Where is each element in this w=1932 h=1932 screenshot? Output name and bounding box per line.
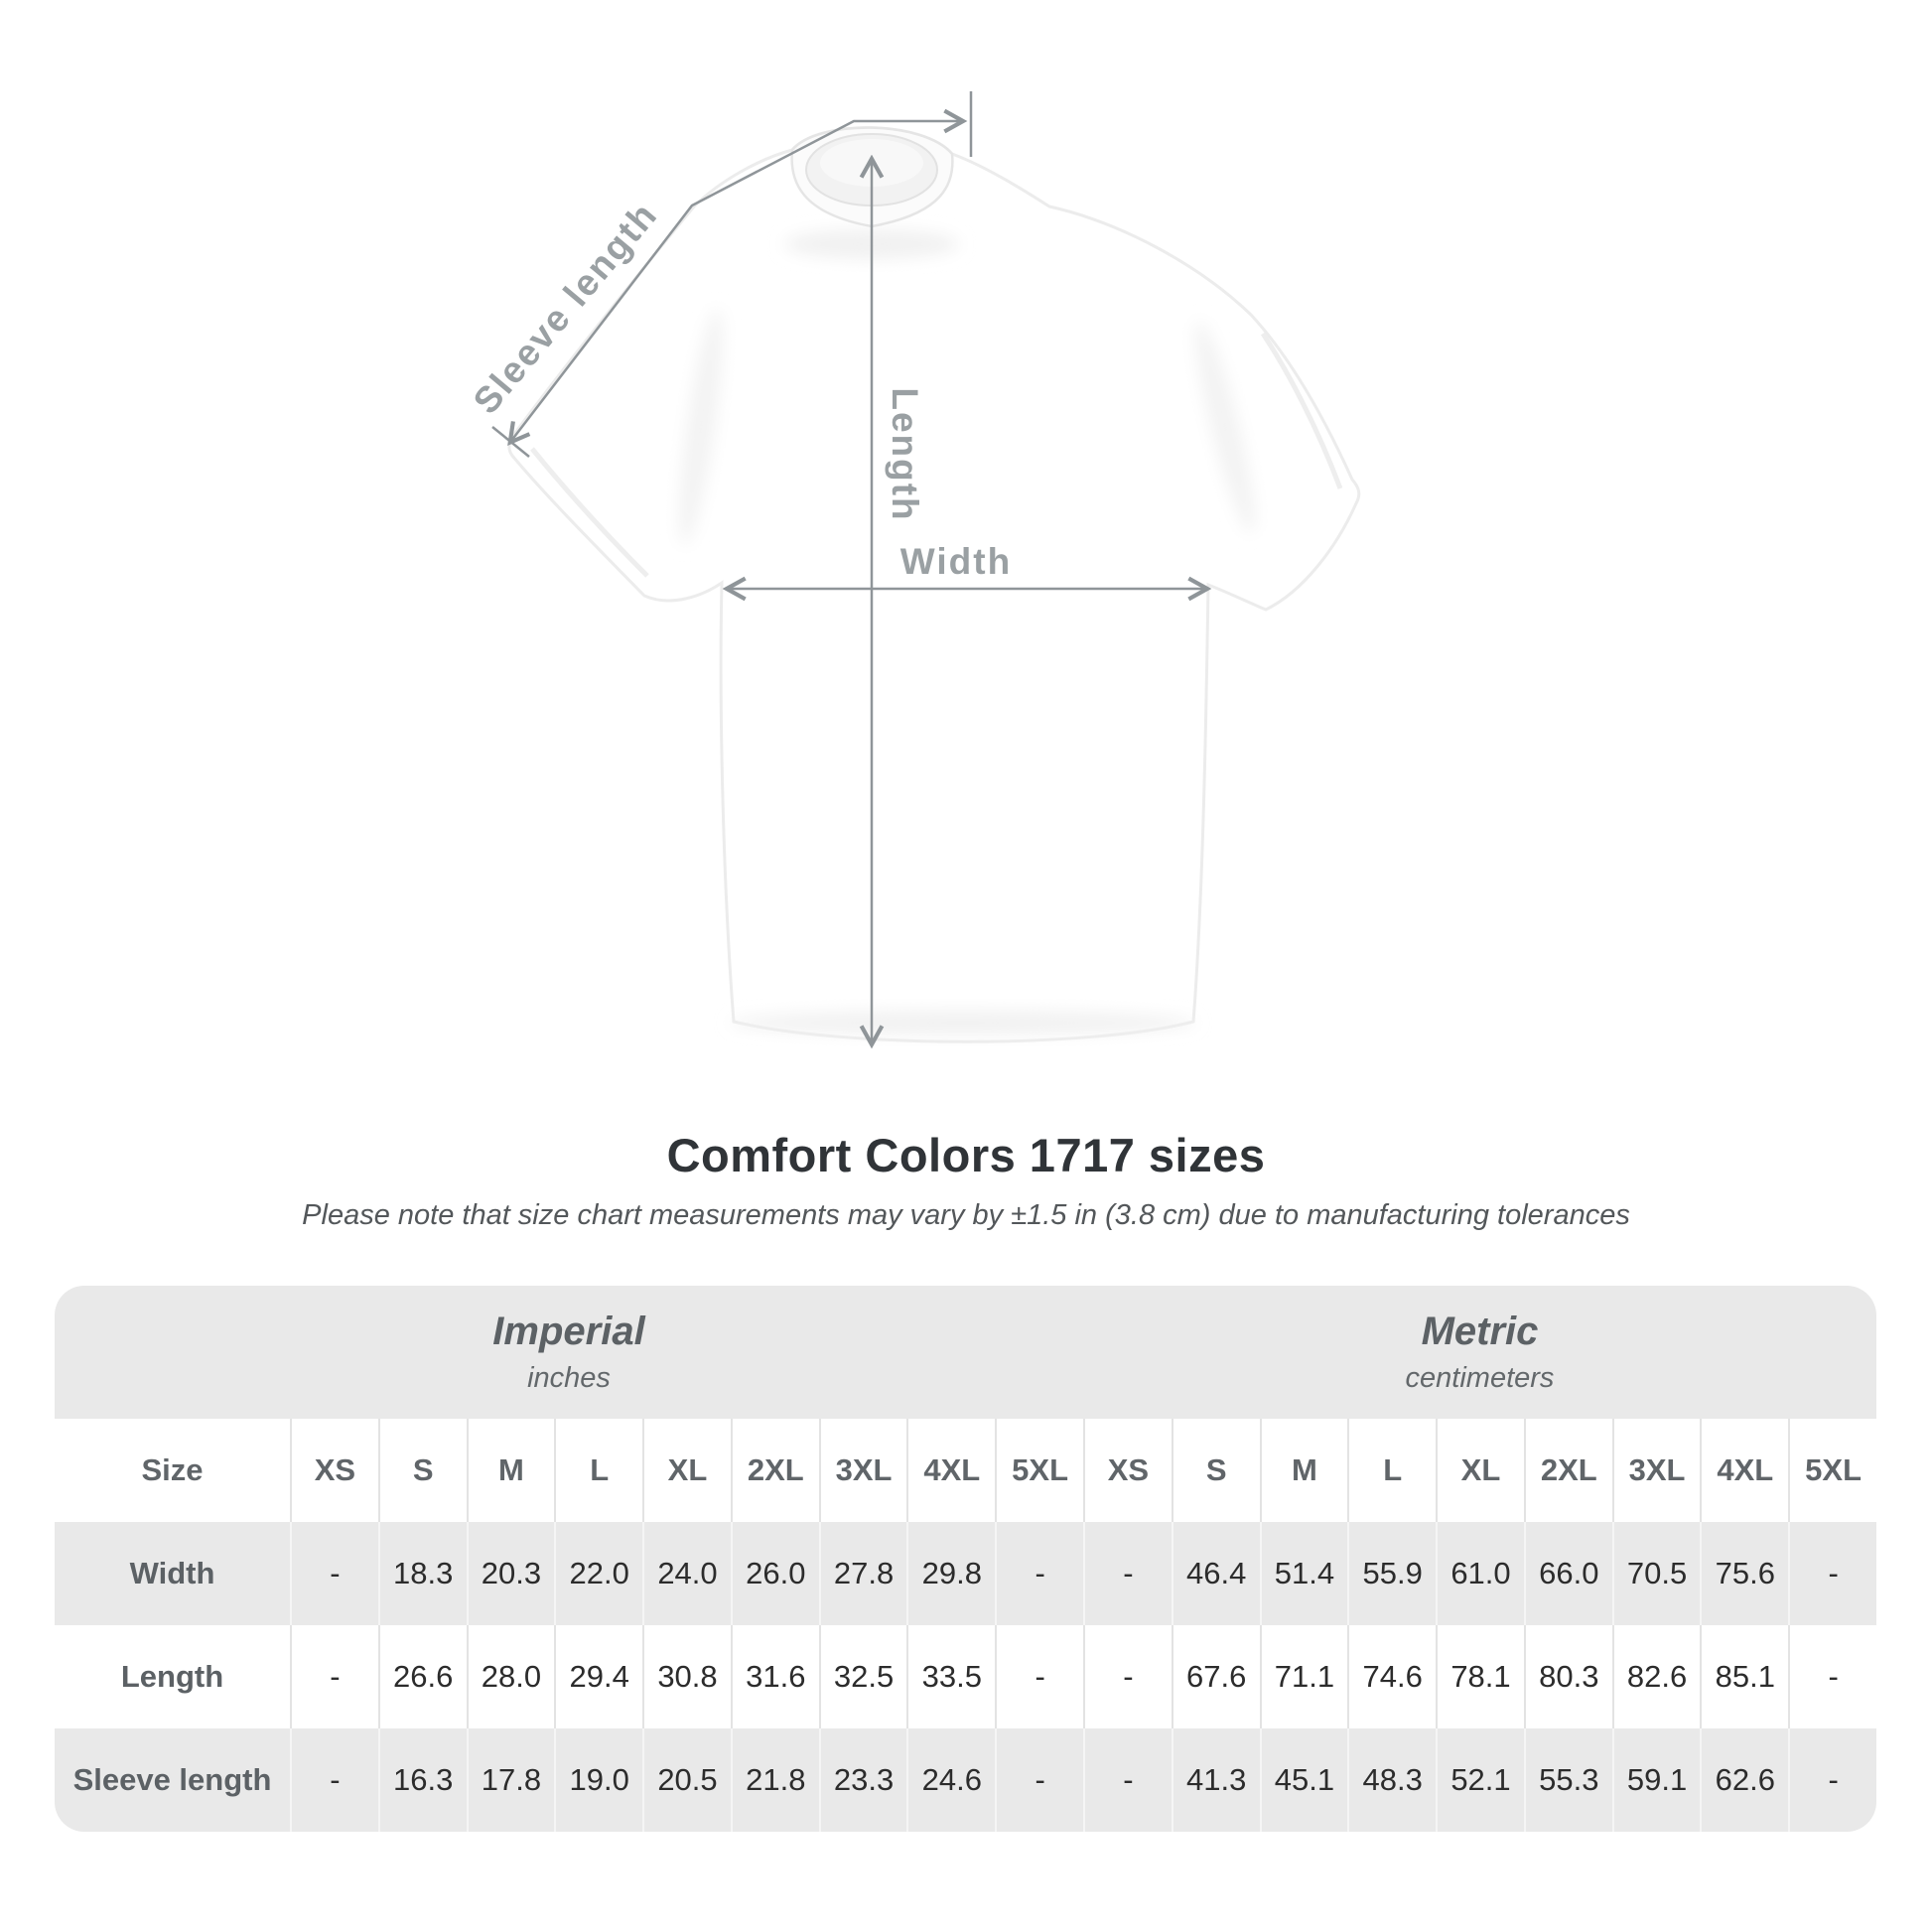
row-label: Length — [55, 1625, 290, 1728]
row-label: Sleeve length — [55, 1728, 290, 1832]
imperial-value-cell: 24.6 — [906, 1728, 996, 1832]
imperial-value-cell: 26.6 — [377, 1625, 467, 1728]
imperial-value-cell: 17.8 — [466, 1728, 555, 1832]
imperial-value-cell: 31.6 — [730, 1625, 819, 1728]
size-col-header: XL — [642, 1419, 731, 1522]
imperial-value-cell: - — [290, 1625, 378, 1728]
metric-value-cell: 78.1 — [1436, 1625, 1524, 1728]
length-label: Length — [885, 387, 925, 521]
metric-value-cell: 70.5 — [1611, 1522, 1701, 1625]
metric-value-cell: 85.1 — [1700, 1625, 1789, 1728]
row-label: Width — [55, 1522, 290, 1625]
imperial-value-cell: 32.5 — [818, 1625, 907, 1728]
metric-value-cell: - — [1788, 1522, 1876, 1625]
metric-value-cell: 82.6 — [1611, 1625, 1701, 1728]
imperial-unit-group-header: Imperial inches — [55, 1286, 1083, 1419]
page-title: Comfort Colors 1717 sizes — [666, 1129, 1266, 1181]
imperial-value-cell: 18.3 — [377, 1522, 467, 1625]
width-label: Width — [900, 541, 1012, 582]
size-column-header: Size — [55, 1419, 290, 1522]
metric-group-unit: centimeters — [1405, 1362, 1555, 1394]
sleeve-length-arrow — [511, 121, 961, 441]
left-cuff-seam — [530, 447, 649, 578]
hem-shadow — [730, 1011, 1196, 1035]
size-col-header: M — [1259, 1419, 1348, 1522]
metric-value-cell: 62.6 — [1700, 1728, 1789, 1832]
metric-unit-group-header: Metric centimeters — [1083, 1286, 1876, 1419]
size-col-header: 3XL — [1611, 1419, 1701, 1522]
size-col-header: XS — [1083, 1419, 1172, 1522]
metric-value-cell: 48.3 — [1347, 1728, 1437, 1832]
size-col-header: 4XL — [1700, 1419, 1789, 1522]
size-col-header: 2XL — [1523, 1419, 1612, 1522]
metric-value-cell: 61.0 — [1436, 1522, 1524, 1625]
metric-value-cell: 55.3 — [1523, 1728, 1612, 1832]
imperial-value-cell: 29.4 — [554, 1625, 643, 1728]
metric-value-cell: - — [1083, 1728, 1172, 1832]
imperial-value-cell: 19.0 — [554, 1728, 643, 1832]
metric-value-cell: 74.6 — [1347, 1625, 1437, 1728]
right-cuff-seam — [1260, 332, 1343, 489]
metric-value-cell: 51.4 — [1259, 1522, 1348, 1625]
imperial-value-cell: - — [995, 1728, 1083, 1832]
imperial-value-cell: 21.8 — [730, 1728, 819, 1832]
imperial-value-cell: 27.8 — [818, 1522, 907, 1625]
metric-value-cell: 67.6 — [1171, 1625, 1260, 1728]
metric-value-cell: 80.3 — [1523, 1625, 1612, 1728]
metric-value-cell: 71.1 — [1259, 1625, 1348, 1728]
metric-value-cell: - — [1083, 1625, 1172, 1728]
imperial-value-cell: 33.5 — [906, 1625, 996, 1728]
metric-group-title: Metric — [1421, 1310, 1539, 1353]
size-col-header: S — [1171, 1419, 1260, 1522]
metric-value-cell: 75.6 — [1700, 1522, 1789, 1625]
size-col-header: 2XL — [730, 1419, 819, 1522]
metric-value-cell: 66.0 — [1523, 1522, 1612, 1625]
tolerance-note: Please note that size chart measurements… — [302, 1199, 1630, 1231]
imperial-value-cell: - — [290, 1522, 378, 1625]
right-sleeve-crease — [1195, 321, 1255, 533]
imperial-value-cell: 23.3 — [818, 1728, 907, 1832]
imperial-value-cell: 16.3 — [377, 1728, 467, 1832]
shirt-body — [507, 126, 1361, 1043]
imperial-value-cell: 29.8 — [906, 1522, 996, 1625]
metric-value-cell: 59.1 — [1611, 1728, 1701, 1832]
size-col-header: 4XL — [906, 1419, 996, 1522]
imperial-value-cell: - — [290, 1728, 378, 1832]
imperial-value-cell: 28.0 — [466, 1625, 555, 1728]
size-col-header: 5XL — [995, 1419, 1083, 1522]
tshirt-graphic — [507, 126, 1361, 1043]
size-col-header: 3XL — [818, 1419, 907, 1522]
metric-value-cell: 52.1 — [1436, 1728, 1524, 1832]
metric-value-cell: 46.4 — [1171, 1522, 1260, 1625]
tshirt-measurement-diagram: Sleeve length Length Width — [466, 91, 1361, 1172]
size-table: Imperial inches Metric centimeters Size … — [55, 1286, 1876, 1832]
size-col-header: 5XL — [1788, 1419, 1876, 1522]
imperial-value-cell: 20.5 — [642, 1728, 731, 1832]
size-col-header: L — [554, 1419, 643, 1522]
imperial-value-cell: 30.8 — [642, 1625, 731, 1728]
metric-value-cell: 45.1 — [1259, 1728, 1348, 1832]
imperial-group-title: Imperial — [492, 1310, 645, 1353]
metric-value-cell: - — [1083, 1522, 1172, 1625]
metric-value-cell: - — [1788, 1728, 1876, 1832]
imperial-value-cell: 20.3 — [466, 1522, 555, 1625]
imperial-value-cell: - — [995, 1625, 1083, 1728]
metric-value-cell: 55.9 — [1347, 1522, 1437, 1625]
measurement-annotations — [491, 91, 1205, 1042]
sleeve-tip-tick — [491, 426, 530, 458]
imperial-group-unit: inches — [527, 1362, 611, 1394]
size-col-header: XS — [290, 1419, 378, 1522]
metric-value-cell: 41.3 — [1171, 1728, 1260, 1832]
imperial-value-cell: 22.0 — [554, 1522, 643, 1625]
size-col-header: S — [377, 1419, 467, 1522]
imperial-value-cell: - — [995, 1522, 1083, 1625]
imperial-value-cell: 24.0 — [642, 1522, 731, 1625]
imperial-value-cell: 26.0 — [730, 1522, 819, 1625]
metric-value-cell: - — [1788, 1625, 1876, 1728]
size-col-header: L — [1347, 1419, 1437, 1522]
size-col-header: XL — [1436, 1419, 1524, 1522]
size-col-header: M — [466, 1419, 555, 1522]
